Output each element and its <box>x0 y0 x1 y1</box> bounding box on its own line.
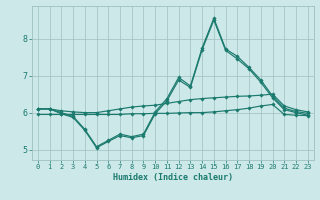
X-axis label: Humidex (Indice chaleur): Humidex (Indice chaleur) <box>113 173 233 182</box>
